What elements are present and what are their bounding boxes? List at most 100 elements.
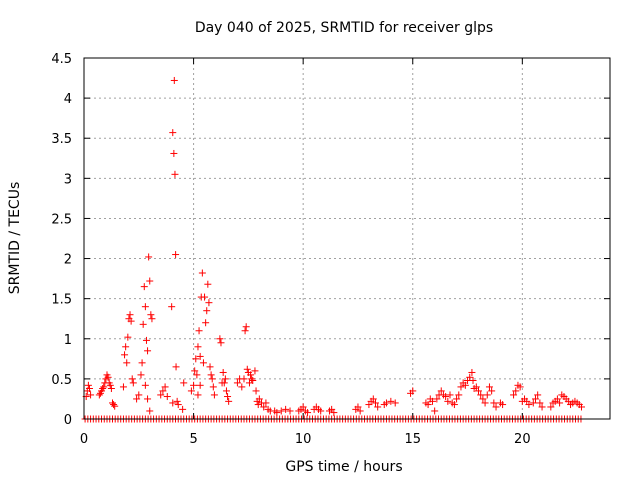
data-point xyxy=(172,251,180,259)
data-point xyxy=(277,407,285,415)
data-point xyxy=(141,303,149,311)
data-point xyxy=(446,391,454,399)
data-point xyxy=(330,409,338,417)
data-point xyxy=(193,371,201,379)
data-point xyxy=(205,299,213,307)
data-point xyxy=(409,387,417,395)
data-point xyxy=(190,381,198,389)
data-point xyxy=(479,395,487,403)
data-point xyxy=(529,399,537,407)
data-point xyxy=(317,407,325,415)
data-point xyxy=(194,391,202,399)
data-point xyxy=(254,401,262,409)
y-tick-label: 0 xyxy=(64,413,72,428)
data-point xyxy=(262,399,270,407)
data-point xyxy=(499,401,507,409)
y-axis-label: SRMTID / TECUs xyxy=(7,182,23,295)
data-point xyxy=(216,335,224,343)
data-point xyxy=(135,391,143,399)
data-point xyxy=(469,376,477,384)
data-point xyxy=(191,367,199,375)
data-point xyxy=(374,403,382,411)
data-point xyxy=(241,327,249,335)
data-point xyxy=(556,399,564,407)
data-point xyxy=(247,371,255,379)
data-point xyxy=(202,319,210,327)
data-point xyxy=(127,317,135,325)
data-point xyxy=(170,149,178,157)
data-point xyxy=(248,375,256,383)
data-point xyxy=(138,359,146,367)
data-point xyxy=(137,371,145,379)
x-tick-label: 20 xyxy=(514,432,531,447)
data-point xyxy=(146,407,154,415)
data-point xyxy=(455,391,463,399)
data-point xyxy=(121,351,129,359)
data-point xyxy=(133,395,141,403)
data-point xyxy=(477,391,485,399)
y-tick-label: 1.5 xyxy=(51,293,72,308)
data-point xyxy=(453,395,461,403)
data-point xyxy=(243,365,251,373)
data-point xyxy=(273,409,281,417)
x-tick-label: 10 xyxy=(295,432,312,447)
data-point xyxy=(371,399,379,407)
data-point xyxy=(512,387,520,395)
data-point xyxy=(145,253,153,261)
data-point xyxy=(444,397,452,405)
data-point xyxy=(222,387,230,395)
data-point xyxy=(203,307,211,315)
data-point xyxy=(207,371,215,379)
data-point xyxy=(172,363,180,371)
data-point xyxy=(169,399,177,407)
y-tick-label: 0.5 xyxy=(51,373,72,388)
data-point xyxy=(111,402,119,410)
data-point xyxy=(196,352,204,360)
data-point xyxy=(354,403,362,411)
data-point xyxy=(461,381,469,389)
data-point xyxy=(516,383,524,391)
data-point xyxy=(106,381,114,389)
data-point xyxy=(148,315,156,323)
data-point xyxy=(206,363,214,371)
data-point xyxy=(201,293,209,301)
data-point xyxy=(553,395,561,403)
data-points xyxy=(81,76,586,423)
data-point xyxy=(144,395,152,403)
data-point xyxy=(161,383,169,391)
data-point xyxy=(488,387,496,395)
data-point xyxy=(531,395,539,403)
data-point xyxy=(128,375,136,383)
data-point xyxy=(219,368,227,376)
data-point xyxy=(147,311,155,319)
data-point xyxy=(110,401,118,409)
data-point xyxy=(481,399,489,407)
data-point xyxy=(356,407,364,415)
data-point xyxy=(129,379,137,387)
x-tick-label: 15 xyxy=(404,432,421,447)
data-point xyxy=(221,375,229,383)
data-point xyxy=(192,355,200,363)
data-point xyxy=(525,401,533,409)
data-point xyxy=(220,379,228,387)
data-point xyxy=(174,401,182,409)
data-point xyxy=(475,387,482,395)
data-point xyxy=(369,395,377,403)
data-point xyxy=(168,303,176,311)
data-point xyxy=(251,367,259,375)
data-point xyxy=(286,407,294,415)
data-point xyxy=(199,359,207,367)
data-point xyxy=(179,405,187,413)
data-point xyxy=(171,170,179,178)
data-point xyxy=(224,393,232,401)
data-point xyxy=(547,403,555,411)
x-axis-label: GPS time / hours xyxy=(285,459,402,475)
chart-title: Day 040 of 2025, SRMTID for receiver glp… xyxy=(195,20,493,36)
data-point xyxy=(428,397,436,405)
data-point xyxy=(431,407,439,415)
data-point xyxy=(99,385,107,393)
data-point xyxy=(510,391,518,399)
data-point xyxy=(198,269,206,277)
data-point xyxy=(242,323,250,331)
data-point xyxy=(141,381,149,389)
